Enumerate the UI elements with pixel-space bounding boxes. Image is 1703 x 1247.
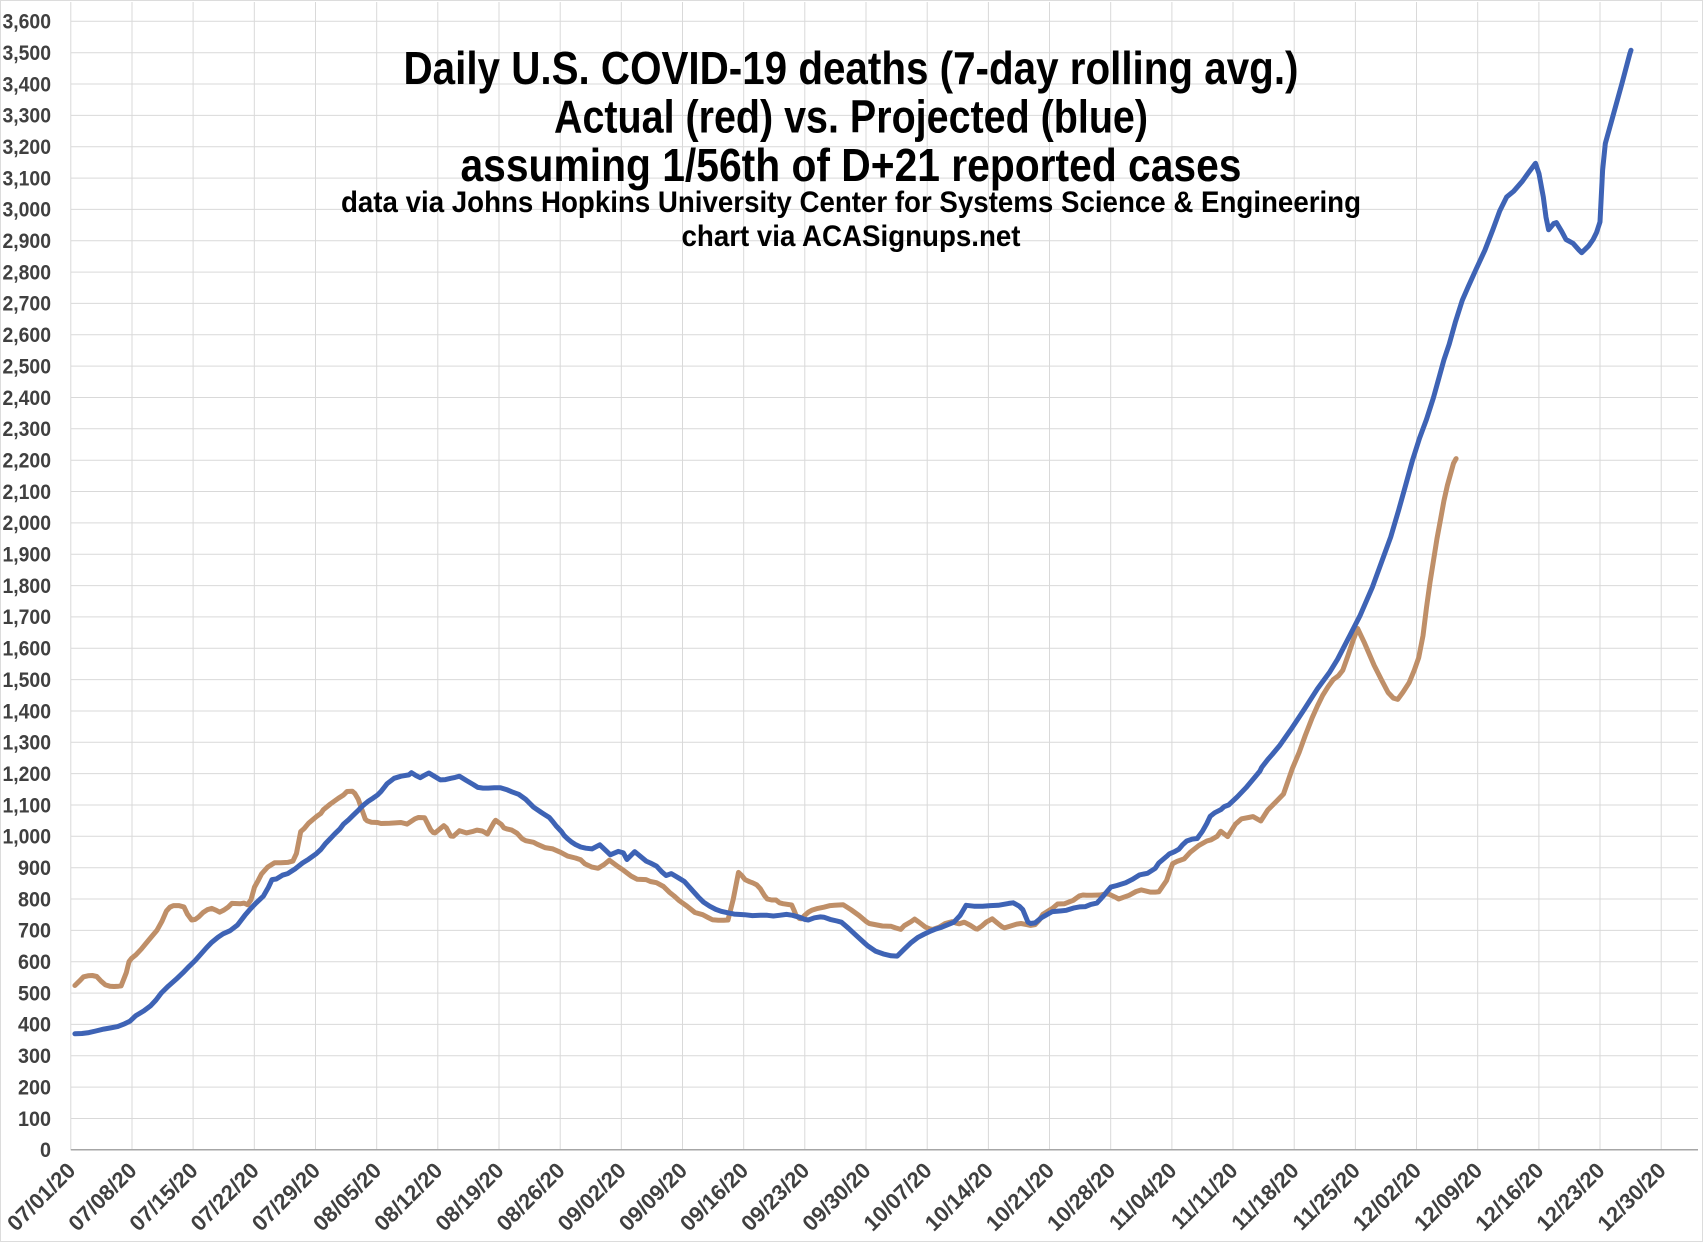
svg-text:1,900: 1,900 [3, 544, 52, 567]
svg-text:900: 900 [18, 857, 51, 880]
svg-text:Actual (red) vs. Projected (bl: Actual (red) vs. Projected (blue) [554, 91, 1148, 143]
svg-text:1,400: 1,400 [3, 700, 52, 723]
svg-text:3,400: 3,400 [3, 73, 52, 96]
svg-text:3,000: 3,000 [3, 199, 52, 222]
svg-text:1,000: 1,000 [3, 826, 52, 849]
svg-text:2,000: 2,000 [3, 512, 52, 535]
svg-text:2,200: 2,200 [3, 450, 52, 473]
svg-text:2,300: 2,300 [3, 418, 52, 441]
svg-text:2,800: 2,800 [3, 261, 52, 284]
svg-text:2,900: 2,900 [3, 230, 52, 253]
svg-text:2,500: 2,500 [3, 355, 52, 378]
svg-text:400: 400 [18, 1014, 51, 1037]
svg-text:700: 700 [18, 920, 51, 943]
svg-text:2,600: 2,600 [3, 324, 52, 347]
svg-text:1,500: 1,500 [3, 669, 52, 692]
svg-text:100: 100 [18, 1108, 51, 1131]
svg-text:2,400: 2,400 [3, 387, 52, 410]
svg-text:1,100: 1,100 [3, 794, 52, 817]
svg-text:3,200: 3,200 [3, 136, 52, 159]
svg-text:1,300: 1,300 [3, 732, 52, 755]
svg-text:0: 0 [40, 1139, 51, 1162]
svg-text:800: 800 [18, 888, 51, 911]
svg-text:600: 600 [18, 951, 51, 974]
svg-text:300: 300 [18, 1045, 51, 1068]
svg-text:chart via ACASignups.net: chart via ACASignups.net [682, 220, 1021, 253]
svg-text:1,800: 1,800 [3, 575, 52, 598]
svg-text:200: 200 [18, 1076, 51, 1099]
svg-text:3,500: 3,500 [3, 42, 52, 65]
svg-text:1,700: 1,700 [3, 606, 52, 629]
svg-text:1,600: 1,600 [3, 638, 52, 661]
svg-text:assuming 1/56th of D+21 report: assuming 1/56th of D+21 reported cases [461, 139, 1242, 191]
svg-text:3,600: 3,600 [3, 11, 52, 34]
svg-text:3,100: 3,100 [3, 167, 52, 190]
svg-text:500: 500 [18, 982, 51, 1005]
svg-text:2,100: 2,100 [3, 481, 52, 504]
svg-text:Daily U.S. COVID-19 deaths (7-: Daily U.S. COVID-19 deaths (7-day rollin… [404, 42, 1299, 94]
svg-text:3,300: 3,300 [3, 105, 52, 128]
svg-text:1,200: 1,200 [3, 763, 52, 786]
svg-text:data via Johns Hopkins Univers: data via Johns Hopkins University Center… [341, 186, 1361, 219]
svg-text:2,700: 2,700 [3, 293, 52, 316]
